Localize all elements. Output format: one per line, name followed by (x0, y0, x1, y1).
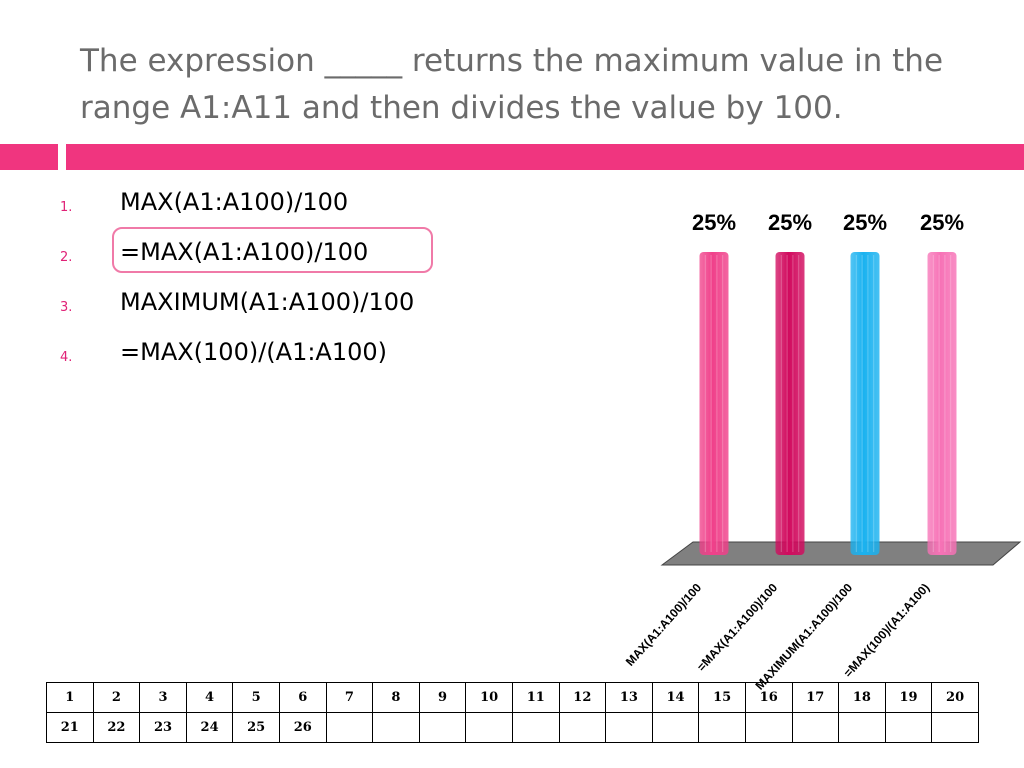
grid-cell (744, 712, 793, 743)
grid-cell: 14 (651, 682, 700, 713)
option-text: =MAX(100)/(A1:A100) (120, 338, 388, 366)
grid-cell (511, 712, 560, 743)
grid-row: 21 22 23 24 25 26 (46, 712, 979, 743)
option-number: 4. (60, 350, 73, 365)
grid-cell (651, 712, 700, 743)
grid-cell: 7 (325, 682, 374, 713)
number-grid: 1 2 3 4 5 6 7 8 9 10 11 12 13 14 15 16 17 18 19 20 21 22 23 24 2… (46, 682, 979, 743)
grid-cell: 8 (372, 682, 420, 713)
correct-answer-highlight (112, 227, 433, 273)
grid-cell: 13 (605, 682, 653, 713)
category-tick-label: =MAX(100)/(A1:A100) (841, 581, 932, 680)
grid-cell: 3 (139, 682, 187, 713)
option-number: 2. (60, 250, 73, 265)
bar-data-label: 25% (692, 210, 736, 235)
category-tick-label: =MAX(A1:A100)/100 (694, 580, 780, 674)
chart-marks: 25% MAX(A1:A100)/100 25% =MAX(A1:A100)/100 2… (623, 210, 964, 693)
grid-cell: 23 (139, 712, 187, 743)
grid-cell: 11 (511, 682, 560, 713)
grid-cell: 25 (232, 712, 280, 743)
grid-cell: 24 (185, 712, 234, 743)
grid-cell: 26 (278, 712, 327, 743)
grid-cell: 5 (232, 682, 280, 713)
chart-bar (927, 252, 957, 555)
accent-bar-left (0, 144, 58, 170)
option-number: 3. (60, 300, 73, 315)
chart-bar (699, 252, 729, 555)
grid-cell: 20 (931, 682, 979, 713)
option-text: MAXIMUM(A1:A100)/100 (120, 288, 415, 316)
grid-cell (605, 712, 653, 743)
grid-cell: 19 (884, 682, 933, 713)
grid-cell (838, 712, 886, 743)
grid-cell (325, 712, 374, 743)
option-text: =MAX(A1:A100)/100 (120, 238, 369, 266)
chart-bar (850, 252, 880, 555)
grid-cell: 22 (92, 712, 141, 743)
grid-cell: 9 (418, 682, 467, 713)
chart-bar (775, 252, 805, 555)
grid-row: 1 2 3 4 5 6 7 8 9 10 11 12 13 14 15 16 17 18 19 20 (46, 682, 979, 713)
bar-data-label: 25% (768, 210, 812, 235)
grid-cell: 17 (791, 682, 840, 713)
bar-data-label: 25% (920, 210, 964, 235)
grid-cell (418, 712, 467, 743)
grid-cell (884, 712, 933, 743)
grid-cell (372, 712, 420, 743)
slide-title: The expression _____ returns the maximum… (80, 43, 944, 126)
grid-cell: 6 (278, 682, 327, 713)
grid-cell (698, 712, 746, 743)
grid-cell: 10 (465, 682, 513, 713)
grid-cell: 12 (558, 682, 607, 713)
bar-data-label: 25% (843, 210, 887, 235)
grid-cell: 18 (838, 682, 886, 713)
grid-cell: 21 (46, 712, 94, 743)
grid-cell: 16 (744, 682, 793, 713)
option-number: 1. (60, 200, 73, 215)
grid-cell: 2 (92, 682, 141, 713)
grid-cell (558, 712, 607, 743)
grid-cell (931, 712, 979, 743)
grid-cell (791, 712, 840, 743)
accent-bar-right (66, 144, 1024, 170)
grid-cell: 4 (185, 682, 234, 713)
category-tick-label: MAX(A1:A100)/100 (623, 580, 705, 668)
grid-cell (465, 712, 513, 743)
option-text: MAX(A1:A100)/100 (120, 188, 349, 216)
grid-cell: 1 (46, 682, 94, 713)
grid-cell: 15 (698, 682, 746, 713)
